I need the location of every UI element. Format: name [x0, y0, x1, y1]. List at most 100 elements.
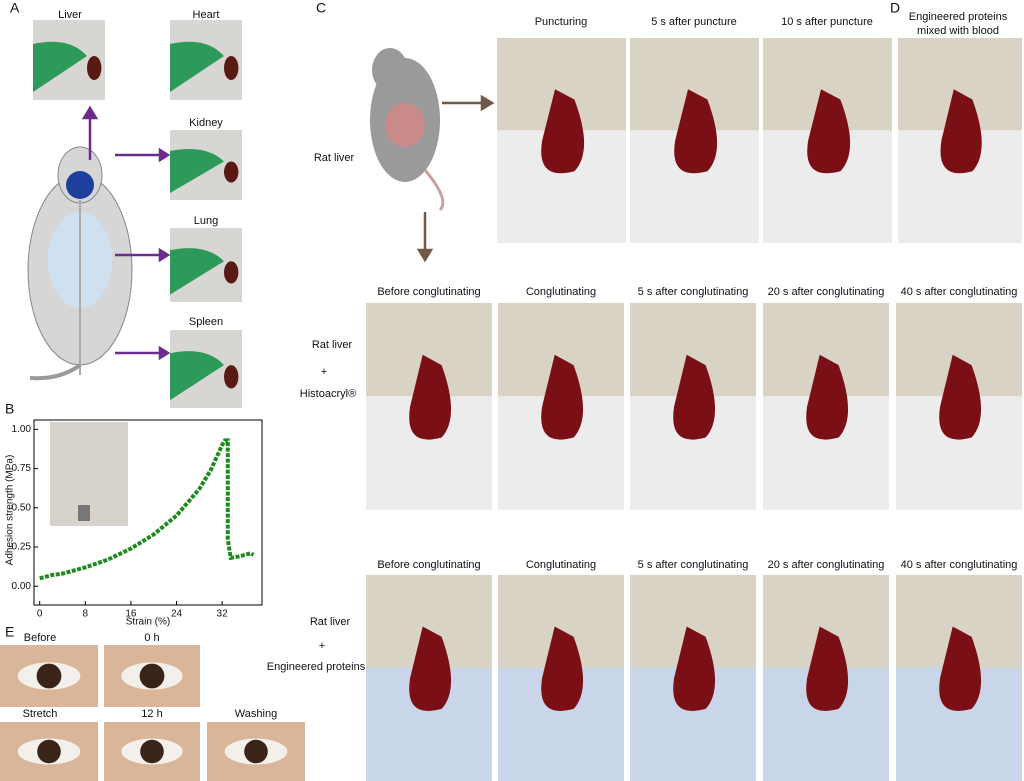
- plot-frame: [33, 419, 263, 606]
- glove: [170, 149, 224, 193]
- liver: [939, 626, 982, 711]
- liver: [541, 354, 584, 440]
- photo: [498, 575, 624, 781]
- photo-title: Before conglutinating: [377, 286, 480, 298]
- photo: [104, 645, 200, 707]
- photo-title: Conglutinating: [526, 286, 596, 298]
- glove: [170, 351, 224, 401]
- photo: [366, 303, 492, 510]
- liver: [674, 89, 718, 174]
- photo: [170, 130, 242, 200]
- glove: [170, 41, 224, 92]
- photo-title: Before conglutinating: [377, 559, 480, 571]
- plus-sign: +: [321, 366, 327, 378]
- organ: [224, 56, 239, 80]
- photo: [896, 303, 1022, 510]
- organ: [224, 261, 239, 284]
- x-axis-label: Strain (%): [126, 617, 170, 628]
- photo: [497, 38, 626, 243]
- photo: [0, 722, 98, 781]
- liver: [409, 626, 452, 711]
- panel-label: A: [10, 0, 20, 16]
- photo-title: 5 s after conglutinating: [638, 286, 749, 298]
- organ: [224, 365, 239, 389]
- liver: [541, 89, 585, 174]
- photo: [170, 20, 242, 100]
- photo: [763, 575, 889, 781]
- y-axis-label: Adhesion strength (MPa): [5, 455, 16, 566]
- liver: [807, 89, 851, 174]
- inset-weight: [78, 505, 90, 521]
- panel-label: C: [316, 0, 326, 16]
- photo-title: 20 s after conglutinating: [768, 286, 885, 298]
- photo-title: Conglutinating: [526, 559, 596, 571]
- photo-title: 40 s after conglutinating: [901, 559, 1018, 571]
- photo-label: Before: [24, 632, 56, 644]
- photo: [0, 645, 98, 707]
- photo: [498, 303, 624, 510]
- data-line: [39, 438, 255, 581]
- liver: [673, 626, 716, 711]
- iris: [140, 739, 164, 764]
- photo: [170, 330, 242, 408]
- photo-title: 5 s after conglutinating: [638, 559, 749, 571]
- photo: [763, 38, 892, 243]
- liver: [806, 626, 849, 711]
- y-tick-label: 0.75: [12, 463, 32, 474]
- photo-title: 20 s after conglutinating: [768, 559, 885, 571]
- agent-label: Engineered proteins: [267, 661, 366, 673]
- x-tick-label: 0: [37, 609, 43, 620]
- iris: [139, 663, 165, 689]
- photo-label: Washing: [235, 708, 277, 720]
- mouse-illustration: [370, 48, 495, 263]
- photo-label: Spleen: [189, 316, 223, 328]
- liver: [541, 626, 584, 711]
- rat-diagram: [27, 146, 133, 381]
- panel-title: Engineered proteins: [909, 11, 1008, 23]
- photo-label: Stretch: [23, 708, 58, 720]
- y-tick-label: 0.25: [12, 542, 32, 553]
- photo-label: Liver: [58, 9, 82, 21]
- photo: [896, 575, 1022, 781]
- x-tick-label: 32: [217, 609, 229, 620]
- panel-title: mixed with blood: [917, 25, 999, 37]
- row-label: Rat liver: [312, 339, 353, 351]
- photo-label: 12 h: [141, 708, 162, 720]
- arrows: [81, 105, 171, 361]
- photo: [630, 38, 759, 243]
- plus-sign: +: [319, 640, 325, 652]
- row-label: Rat liver: [310, 616, 351, 628]
- photo: [898, 38, 1022, 243]
- liver: [409, 354, 452, 440]
- glove: [170, 248, 224, 295]
- agent-label: Histoacryl®: [300, 388, 356, 400]
- photo-title: Puncturing: [535, 16, 588, 28]
- panel-label: B: [5, 401, 14, 417]
- x-tick-label: 8: [83, 609, 89, 620]
- iris: [37, 739, 61, 764]
- row-label: Rat liver: [314, 152, 355, 164]
- photo: [104, 722, 200, 781]
- photo: [630, 575, 756, 781]
- x-tick-label: 24: [171, 609, 183, 620]
- panel-label: D: [890, 0, 900, 16]
- photo: [207, 722, 305, 781]
- photo-label: Lung: [194, 215, 218, 227]
- organ: [224, 161, 239, 183]
- iris: [244, 739, 268, 764]
- liver: [673, 354, 716, 440]
- y-tick-label: 1.00: [12, 424, 32, 435]
- photo-title: 10 s after puncture: [781, 16, 873, 28]
- photo: [630, 303, 756, 510]
- liver: [940, 89, 982, 174]
- photo-title: 5 s after puncture: [651, 16, 737, 28]
- photo-label: Kidney: [189, 117, 223, 129]
- y-tick-label: 0.00: [12, 581, 32, 592]
- photo: [170, 228, 242, 302]
- liver: [939, 354, 982, 440]
- photo-label: 0 h: [144, 632, 159, 644]
- photo-title: 40 s after conglutinating: [901, 286, 1018, 298]
- glove: [33, 41, 87, 92]
- organ: [87, 56, 102, 80]
